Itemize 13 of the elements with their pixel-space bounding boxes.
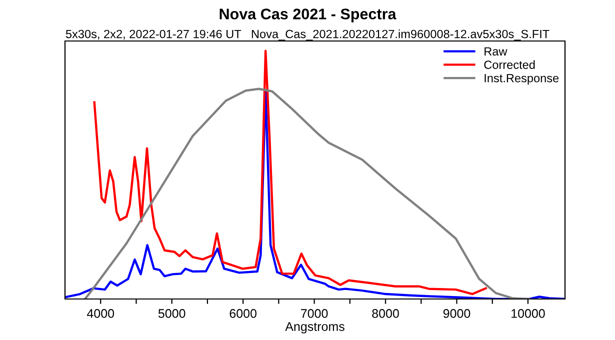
x-tick-label: 4000 [86,309,114,318]
legend-label: Inst.Response [484,74,559,85]
x-tick-label: 10000 [512,309,545,318]
chart-subtitle: 5x30s, 2x2, 2022-01-27 19:46 UT Nova_Cas_2021.20220127.im960008-12.av5x30s_S.FIT [66,30,550,40]
legend-label: Corrected [484,60,535,69]
x-axis-title: Angstroms [285,322,344,334]
chart-title: Nova Cas 2021 - Spectra [220,8,396,22]
x-tick-label: 8000 [372,309,399,318]
x-tick-label: 9000 [443,309,470,318]
x-tick-label: 5000 [158,309,186,318]
x-tick-label: 7000 [301,309,328,318]
legend-label: Raw [484,47,508,56]
x-tick-label: 6000 [230,309,256,318]
